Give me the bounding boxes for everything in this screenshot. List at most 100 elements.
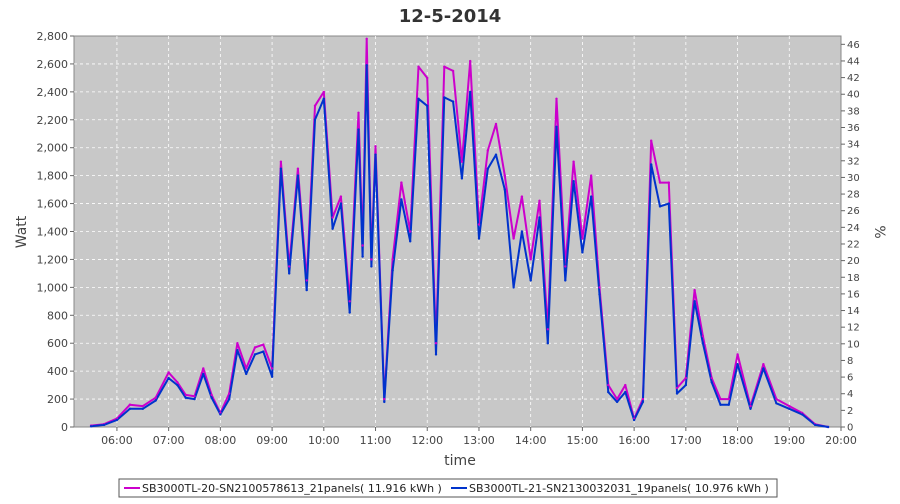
data-point-series-1: [460, 160, 464, 163]
data-point-series-2: [434, 353, 438, 356]
data-point-series-2: [469, 90, 472, 94]
data-point-series-1: [374, 145, 377, 148]
grid-lines: [74, 36, 841, 427]
data-point-series-2: [102, 423, 106, 427]
data-point-series-2: [357, 128, 360, 131]
data-point-series-1: [305, 279, 308, 282]
x-tick-label: 17:00: [670, 434, 702, 447]
legend-box: [118, 478, 778, 498]
data-point-series-2: [348, 311, 351, 314]
data-point-series-1: [202, 367, 205, 370]
data-point-series-2: [538, 216, 541, 219]
data-point-series-2: [826, 425, 830, 429]
data-point-series-2: [503, 188, 506, 191]
y-axis-label: Watt: [14, 215, 30, 248]
y2-tick-label: 16: [847, 289, 860, 300]
data-point-series-1: [503, 174, 506, 177]
data-point-series-1: [701, 335, 705, 338]
data-point-series-1: [650, 139, 653, 142]
data-point-series-1: [141, 404, 144, 408]
data-point-series-2: [270, 375, 274, 378]
data-point-series-1: [675, 386, 679, 390]
x-tick-label: 16:00: [618, 434, 650, 447]
y-tick-label: 1,200: [37, 253, 69, 266]
data-point-series-2: [374, 153, 377, 156]
data-point-series-2: [529, 279, 532, 282]
y2-tick-label: 36: [847, 123, 860, 134]
data-point-series-1: [296, 167, 300, 170]
data-point-series-2: [322, 97, 325, 101]
y-tick-label: 2,200: [37, 114, 69, 127]
data-point-series-2: [361, 255, 364, 258]
data-point-series-1: [167, 371, 170, 374]
x-tick-label: 09:00: [256, 434, 288, 447]
data-point-series-1: [658, 181, 662, 184]
data-point-series-2: [572, 180, 575, 183]
data-point-series-1: [451, 69, 455, 73]
data-point-series-1: [486, 149, 489, 152]
data-point-series-1: [607, 383, 610, 387]
data-point-series-2: [219, 413, 222, 416]
data-point-series-2: [615, 400, 619, 404]
data-point-series-1: [762, 363, 765, 366]
x-tick-label: 12:00: [411, 434, 443, 447]
y2-tick-label: 46: [847, 40, 860, 51]
legend: SB3000TL-20-SN2100578613_21panels( 11.91…: [118, 478, 778, 498]
y2-tick-label: 42: [847, 73, 860, 84]
data-point-series-2: [365, 64, 368, 67]
y2-tick-label: 4: [847, 389, 853, 400]
data-point-series-1: [128, 403, 132, 406]
x-tick-label: 15:00: [567, 434, 599, 447]
y-tick-label: 1,000: [37, 281, 69, 294]
data-point-series-2: [788, 407, 791, 410]
data-point-series-1: [667, 181, 670, 184]
y-tick-label: 600: [47, 337, 68, 350]
data-point-series-1: [775, 397, 778, 401]
data-point-series-1: [434, 342, 438, 345]
data-point-series-2: [228, 397, 231, 401]
data-point-series-2: [128, 407, 132, 410]
data-point-series-2: [383, 400, 386, 404]
y2-tick-label: 34: [847, 140, 860, 151]
data-point-series-2: [313, 118, 317, 122]
y-tick-label: 2,800: [37, 30, 69, 43]
data-point-series-1: [710, 376, 713, 380]
data-point-series-2: [590, 195, 593, 198]
data-point-series-2: [339, 202, 343, 205]
data-point-series-1: [520, 195, 524, 198]
data-point-series-1: [357, 111, 360, 115]
x-tick-label: 14:00: [515, 434, 547, 447]
data-point-series-1: [590, 174, 593, 177]
data-point-series-2: [236, 349, 239, 352]
data-point-series-1: [400, 181, 403, 184]
data-point-series-1: [749, 404, 752, 408]
data-point-series-2: [598, 293, 601, 296]
data-point-series-1: [313, 104, 317, 108]
data-point-series-1: [288, 265, 291, 268]
data-point-series-1: [684, 376, 687, 380]
data-point-series-2: [370, 265, 373, 268]
data-point-series-2: [581, 251, 584, 254]
data-point-series-2: [684, 383, 687, 387]
y-tick-label: 2,600: [37, 58, 69, 71]
data-point-series-1: [391, 258, 394, 261]
x-tick-label: 08:00: [205, 434, 237, 447]
y2-axis-label: %: [871, 225, 887, 238]
legend-label-series-2: SB3000TL-21-SN2130032031_19panels( 10.97…: [469, 482, 769, 495]
y-tick-label: 200: [47, 393, 68, 406]
data-point-series-2: [801, 413, 804, 416]
x-tick-label: 07:00: [153, 434, 185, 447]
data-point-series-1: [736, 353, 739, 356]
data-point-series-2: [176, 383, 179, 387]
series-line-2: [90, 64, 829, 428]
x-tick-label: 11:00: [360, 434, 392, 447]
data-point-series-2: [762, 367, 765, 370]
data-point-series-1: [538, 199, 541, 202]
data-point-series-2: [486, 167, 489, 170]
data-point-series-2: [331, 227, 334, 230]
data-point-series-1: [615, 397, 619, 401]
data-point-series-1: [426, 76, 429, 80]
data-point-series-1: [494, 122, 498, 126]
